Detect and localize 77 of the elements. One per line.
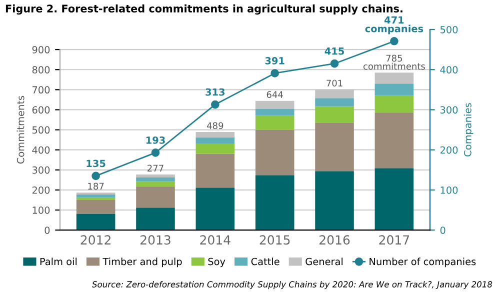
legend-label: General: [306, 258, 343, 266]
x-tick-label: 2012: [80, 235, 110, 245]
point: [270, 69, 280, 78]
y-tick-label: 600: [32, 106, 50, 114]
bar: [196, 188, 235, 230]
total-label: 187: [88, 182, 104, 190]
y-tick-label: 100: [32, 206, 50, 214]
bar: [315, 98, 354, 106]
legend-label: Soy: [208, 258, 226, 268]
point: [330, 59, 339, 68]
bar: [374, 168, 414, 230]
bar: [315, 122, 354, 172]
source-note: Source: Zero-deforestation Commodity Supply Chains by 2020: Are We on Track?, January 2018: [92, 281, 492, 290]
y2-tick-label: 100: [440, 186, 458, 194]
point: [210, 100, 220, 109]
y-tick-label: 400: [32, 146, 50, 154]
bar: [196, 137, 235, 144]
y-tick-label: 300: [32, 166, 50, 174]
y2-tick-label: 0: [440, 226, 446, 234]
bar: [136, 181, 175, 186]
point: [390, 36, 398, 46]
total-label: 277: [148, 164, 164, 172]
bar: [255, 175, 294, 230]
data-label: 391: [265, 57, 284, 64]
legend-label: Timber and pulp: [102, 258, 182, 268]
y2-tick-label: 500: [440, 26, 458, 34]
x-tick-label: 2014: [200, 235, 230, 245]
bar: [374, 84, 414, 96]
bar: [76, 200, 116, 214]
data-label: 135: [86, 160, 106, 168]
bar: [255, 116, 294, 130]
x-tick-label: 2016: [320, 235, 350, 245]
legend-label: Cattle: [251, 258, 280, 266]
bar: [374, 96, 414, 112]
point: [92, 172, 100, 180]
bar: [315, 106, 354, 123]
bar: [76, 198, 116, 200]
y-tick-label: 0: [44, 226, 50, 234]
x-tick-label: 2015: [260, 235, 290, 245]
bar: [315, 171, 354, 230]
total-label: 701: [326, 80, 342, 87]
y-tick-label: 800: [32, 66, 50, 74]
data-label: 415: [324, 48, 344, 55]
legend-label: Number of companies: [370, 258, 476, 268]
bar: [374, 72, 414, 84]
bar: [255, 130, 294, 176]
total-label: 644: [266, 91, 283, 98]
bar: [76, 214, 116, 230]
y2-tick-label: 300: [440, 106, 458, 114]
total-label: 785 commitments: [363, 54, 425, 70]
bar: [136, 186, 175, 208]
x-tick-label: 2013: [140, 235, 170, 245]
point: [151, 148, 160, 157]
bar: [196, 154, 235, 188]
total-label: 489: [206, 122, 224, 130]
bar: [136, 178, 175, 182]
bar: [196, 143, 235, 154]
bar: [374, 112, 414, 168]
bar: [255, 108, 294, 116]
legend-label: Palm oil: [40, 258, 77, 266]
y2-tick-label: 200: [440, 146, 458, 154]
bar: [255, 100, 294, 109]
y-tick-label: 500: [32, 126, 50, 134]
y2-tick-label: 400: [440, 66, 458, 74]
data-label: 313: [206, 88, 225, 96]
y-tick-label: 200: [32, 186, 50, 194]
y-tick-label: 700: [32, 86, 50, 94]
data-label: 193: [146, 136, 165, 144]
x-tick-label: 2017: [379, 235, 410, 245]
data-label: 471 companies: [365, 16, 424, 34]
bar: [136, 174, 175, 178]
y2-axis-title: Companies: [464, 103, 474, 156]
y-axis-title: Commitments: [16, 96, 24, 164]
chart-title: Figure 2. Forest-related commitments in agricultural supply chains.: [6, 4, 402, 15]
y-tick-label: 900: [32, 46, 50, 54]
bar: [136, 208, 175, 230]
bar: [76, 194, 116, 198]
